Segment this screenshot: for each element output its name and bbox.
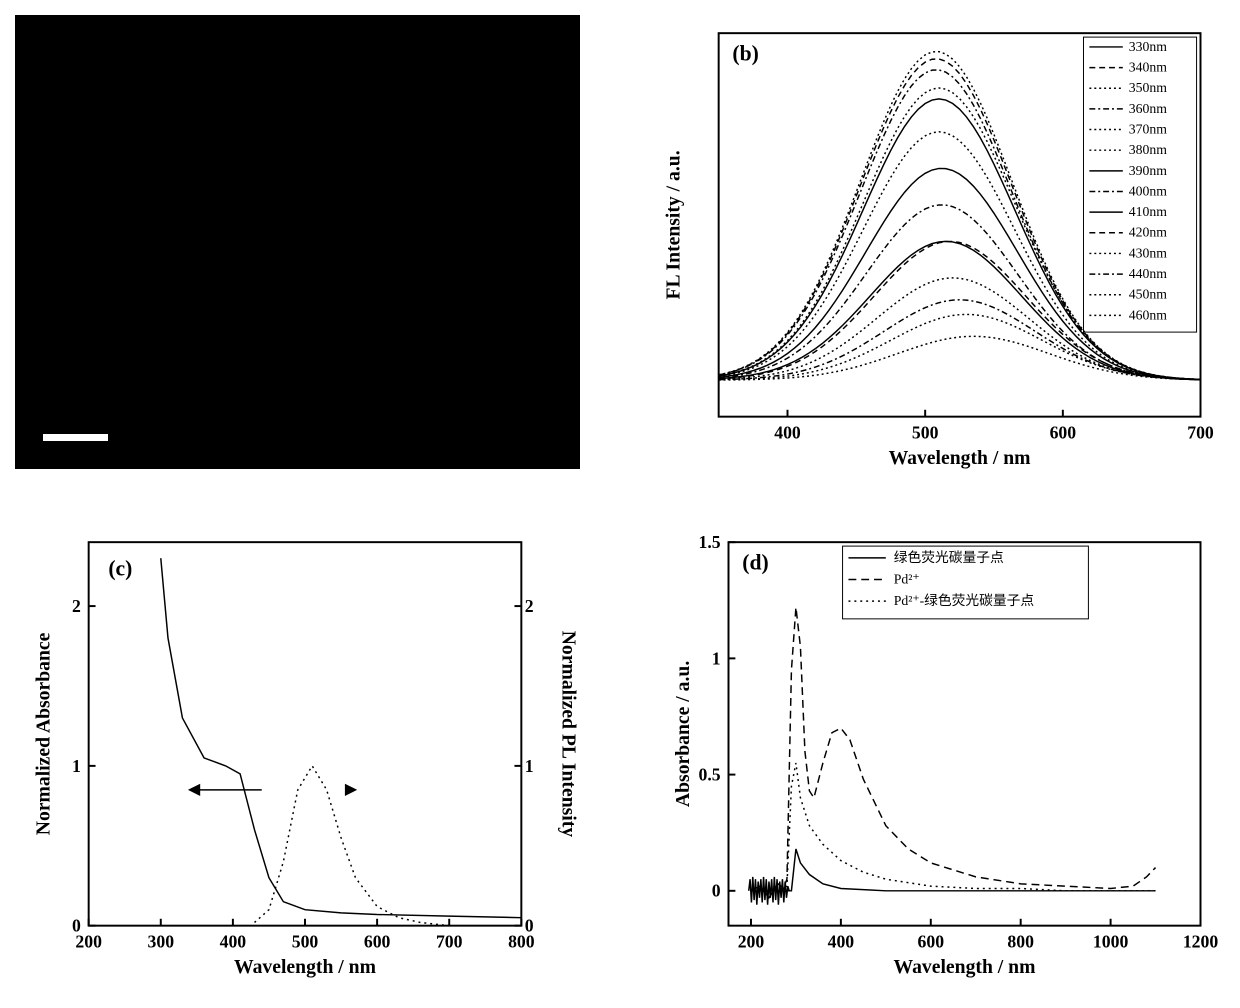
svg-text:0: 0 <box>525 916 534 936</box>
svg-text:420nm: 420nm <box>1129 225 1168 240</box>
svg-text:200: 200 <box>738 931 765 951</box>
svg-text:0: 0 <box>712 881 721 901</box>
panel-c: 200300400500600700800012012Wavelength / … <box>10 519 600 998</box>
svg-text:800: 800 <box>1007 931 1034 951</box>
svg-text:340nm: 340nm <box>1129 60 1168 75</box>
svg-text:500: 500 <box>292 931 319 951</box>
svg-text:Normalized Absorbance: Normalized Absorbance <box>32 632 54 835</box>
svg-text:300: 300 <box>148 931 175 951</box>
svg-text:400: 400 <box>220 931 247 951</box>
svg-text:600: 600 <box>1050 422 1077 442</box>
panel-b: 400 500 600 700 Wavelength / nm FL Intensity … <box>640 10 1230 489</box>
svg-text:FL Intensity / a.u.: FL Intensity / a.u. <box>662 150 684 299</box>
svg-text:440nm: 440nm <box>1129 266 1168 281</box>
svg-text:700: 700 <box>436 931 463 951</box>
svg-text:绿色荧光碳量子点: 绿色荧光碳量子点 <box>894 549 1004 565</box>
svg-text:(d): (d) <box>742 551 768 575</box>
svg-text:2: 2 <box>525 596 534 616</box>
svg-text:700: 700 <box>1187 422 1214 442</box>
svg-text:1: 1 <box>525 756 534 776</box>
svg-text:1200: 1200 <box>1183 931 1219 951</box>
svg-text:Pd²⁺: Pd²⁺ <box>894 571 920 586</box>
svg-text:460nm: 460nm <box>1129 307 1168 322</box>
panel-a <box>15 15 580 469</box>
svg-text:410nm: 410nm <box>1129 204 1168 219</box>
svg-text:390nm: 390nm <box>1129 163 1168 178</box>
svg-text:360nm: 360nm <box>1129 101 1168 116</box>
scalebar <box>43 434 108 441</box>
svg-text:400: 400 <box>828 931 855 951</box>
svg-text:1: 1 <box>712 648 721 668</box>
svg-text:500: 500 <box>912 422 939 442</box>
svg-text:600: 600 <box>918 931 945 951</box>
svg-text:Normalized PL Intensity: Normalized PL Intensity <box>558 631 580 838</box>
svg-text:Pd²⁺-绿色荧光碳量子点: Pd²⁺-绿色荧光碳量子点 <box>894 592 1035 608</box>
svg-text:0.5: 0.5 <box>699 764 721 784</box>
svg-text:0: 0 <box>72 916 81 936</box>
svg-text:430nm: 430nm <box>1129 245 1168 260</box>
svg-text:400nm: 400nm <box>1129 183 1168 198</box>
svg-text:1: 1 <box>72 756 81 776</box>
svg-text:380nm: 380nm <box>1129 142 1168 157</box>
svg-text:2: 2 <box>72 596 81 616</box>
svg-text:330nm: 330nm <box>1129 39 1168 54</box>
svg-text:(b): (b) <box>732 42 758 66</box>
svg-text:350nm: 350nm <box>1129 80 1168 95</box>
svg-text:Absorbance / a.u.: Absorbance / a.u. <box>672 661 694 807</box>
svg-text:600: 600 <box>364 931 391 951</box>
svg-text:1000: 1000 <box>1093 931 1129 951</box>
svg-text:Wavelength / nm: Wavelength / nm <box>234 956 377 978</box>
panel-d: 200 400 600 800 1000 1200 0 0.5 1 1.5 Wavelength /… <box>640 519 1230 998</box>
svg-text:Wavelength / nm: Wavelength / nm <box>889 447 1032 469</box>
svg-text:1.5: 1.5 <box>699 532 721 552</box>
svg-text:400: 400 <box>774 422 801 442</box>
svg-text:Wavelength / nm: Wavelength / nm <box>894 956 1037 978</box>
svg-text:450nm: 450nm <box>1129 287 1168 302</box>
svg-text:(c): (c) <box>108 557 132 581</box>
svg-text:370nm: 370nm <box>1129 121 1168 136</box>
